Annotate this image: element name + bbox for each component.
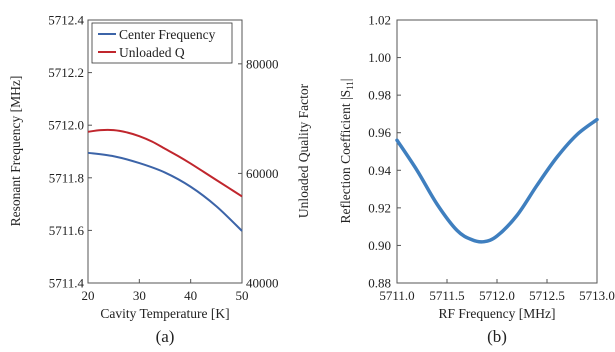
chart-b-ytick-label: 0.96 — [368, 125, 391, 140]
chart-b-ylabel-bar: | — [338, 78, 353, 81]
chart-a-y2tick-label: 40000 — [246, 276, 279, 291]
chart-a-xtick-label: 50 — [236, 288, 249, 303]
chart-a-ylabel: Resonant Frequency [MHz] — [8, 76, 23, 227]
chart-a: 20 30 40 50 5711.4 5711.6 5711.8 5712.0 5712.2 57… — [8, 13, 311, 347]
chart-a-y2tick-label: 80000 — [246, 56, 279, 71]
chart-b-xtick-label: 5712.0 — [479, 288, 515, 303]
chart-b-ytick-label: 0.90 — [368, 238, 391, 253]
chart-b-xlabel: RF Frequency [MHz] — [439, 306, 556, 321]
chart-b-ylabel: Reflection Coefficient |S11| — [338, 78, 355, 223]
series-line-center-frequency — [87, 151, 243, 232]
chart-b-ylabel-text: Reflection Coefficient |S — [338, 90, 353, 224]
chart-a-caption: (a) — [156, 327, 175, 346]
chart-a-xtick-label: 30 — [133, 288, 146, 303]
chart-b-ytick-label: 1.00 — [368, 50, 391, 65]
chart-a-ytick-label: 5712.4 — [48, 13, 84, 28]
series-line-s11 — [395, 117, 599, 244]
chart-b-ytick-label: 0.88 — [368, 276, 391, 291]
legend-label-center-frequency: Center Frequency — [119, 27, 216, 42]
chart-b-ytick-label: 0.94 — [368, 163, 391, 178]
chart-a-ytick-label: 5712.2 — [48, 65, 84, 80]
legend-label-unloaded-q: Unloaded Q — [119, 45, 185, 60]
chart-b-frame — [396, 19, 598, 284]
chart-b-xtick-label: 5712.5 — [529, 288, 565, 303]
chart-b-ytick-label: 1.02 — [368, 13, 391, 28]
chart-a-ytick-label: 5711.4 — [49, 276, 85, 291]
chart-b: 5711.0 5711.5 5712.0 5712.5 5713.0 0.88 0.90 0.… — [338, 13, 615, 347]
chart-a-ytick-label: 5711.6 — [49, 223, 85, 238]
chart-b-xtick-label: 5713.0 — [579, 288, 615, 303]
chart-a-y2tick-label: 60000 — [246, 166, 279, 181]
chart-a-ytick-label: 5711.8 — [49, 170, 84, 185]
chart-a-xlabel: Cavity Temperature [K] — [100, 306, 229, 321]
legend-frame — [91, 22, 233, 64]
chart-a-frame — [87, 19, 243, 284]
chart-b-xtick-label: 5711.5 — [429, 288, 464, 303]
chart-b-ytick-label: 0.92 — [368, 200, 391, 215]
series-line-unloaded-q — [87, 128, 243, 198]
chart-a-legend: Center Frequency Unloaded Q — [91, 22, 233, 64]
chart-b-xtick-label: 5711.0 — [379, 288, 414, 303]
chart-b-ylabel-subscript: 11 — [345, 81, 355, 90]
chart-b-caption: (b) — [487, 327, 507, 346]
chart-a-y2label: Unloaded Quality Factor — [296, 83, 311, 218]
chart-b-ytick-label: 0.98 — [368, 88, 391, 103]
chart-a-xtick-label: 40 — [184, 288, 197, 303]
chart-a-xtick-label: 20 — [82, 288, 95, 303]
chart-a-ytick-label: 5712.0 — [48, 118, 84, 133]
